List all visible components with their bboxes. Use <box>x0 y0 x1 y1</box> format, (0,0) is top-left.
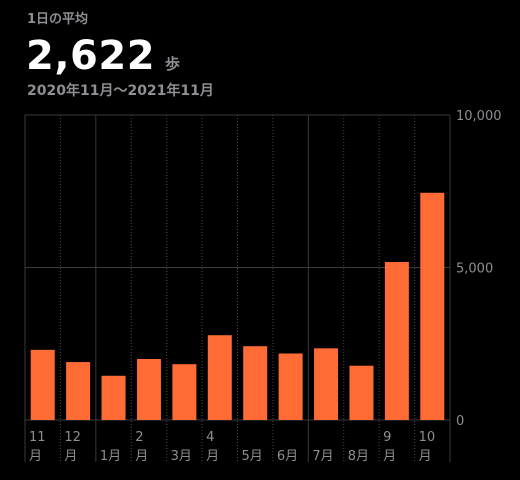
bar-3月 <box>172 364 197 420</box>
bar-10月 <box>420 192 445 420</box>
x-tick-label-number: 10 <box>419 430 436 445</box>
y-tick-label: 10,000 <box>456 109 502 124</box>
date-range: 2020年11月〜2021年11月 <box>27 83 214 99</box>
x-tick-label: 月 <box>29 449 42 464</box>
x-tick-label: 月 <box>206 449 219 464</box>
x-tick-label: 月 <box>419 449 432 464</box>
x-tick-label-number: 9 <box>383 430 391 445</box>
bar-11月 <box>30 349 55 420</box>
x-tick-label: 7月 <box>312 449 333 464</box>
bar-2月 <box>136 359 161 420</box>
x-tick-label-number: 11 <box>29 430 46 445</box>
bar-7月 <box>314 348 339 420</box>
steps-unit: 歩 <box>165 55 181 73</box>
x-tick-label-number: 4 <box>206 430 214 445</box>
x-tick-label: 1月 <box>100 449 121 464</box>
bar-5月 <box>243 346 268 420</box>
average-value-row: 2,622 歩 <box>26 34 180 78</box>
x-tick-label: 6月 <box>277 449 298 464</box>
average-steps-value: 2,622 <box>26 33 156 79</box>
bar-9月 <box>384 262 409 420</box>
x-tick-label-number: 2 <box>135 430 143 445</box>
x-tick-label: 3月 <box>171 449 192 464</box>
bar-8月 <box>349 365 374 420</box>
bar-12月 <box>66 362 91 420</box>
x-tick-label: 月 <box>135 449 148 464</box>
y-tick-label: 0 <box>456 414 464 429</box>
bar-6月 <box>278 353 303 420</box>
x-tick-label: 8月 <box>348 449 369 464</box>
x-tick-label: 月 <box>64 449 77 464</box>
x-tick-label: 5月 <box>242 449 263 464</box>
x-tick-label-number: 12 <box>64 430 81 445</box>
x-tick-label: 月 <box>383 449 396 464</box>
average-label: 1日の平均 <box>27 12 89 27</box>
y-tick-label: 5,000 <box>456 262 493 277</box>
bar-1月 <box>101 375 126 420</box>
bar-4月 <box>207 335 232 420</box>
